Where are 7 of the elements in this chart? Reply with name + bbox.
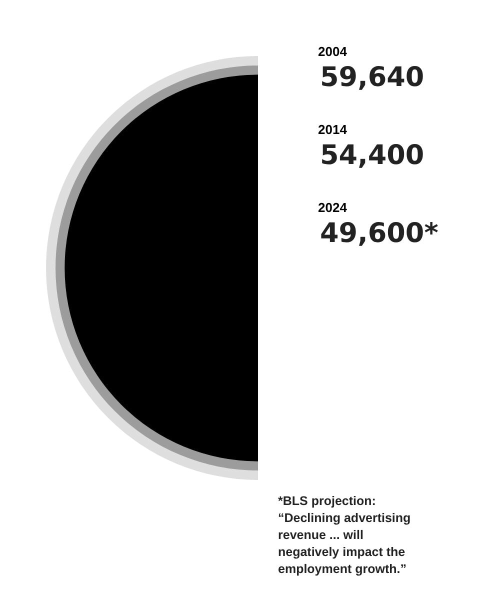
- category-label: 2004: [318, 44, 348, 59]
- data-label: 54,400: [320, 140, 424, 171]
- category-label: 2024: [318, 200, 348, 215]
- data-label: 49,600*: [320, 218, 438, 249]
- text: *BLS projection: “Declining advertising revenue ... will negatively impact the employment growth.”: [278, 494, 411, 576]
- category-label: 2014: [318, 122, 348, 137]
- data-label: 59,640: [320, 62, 424, 93]
